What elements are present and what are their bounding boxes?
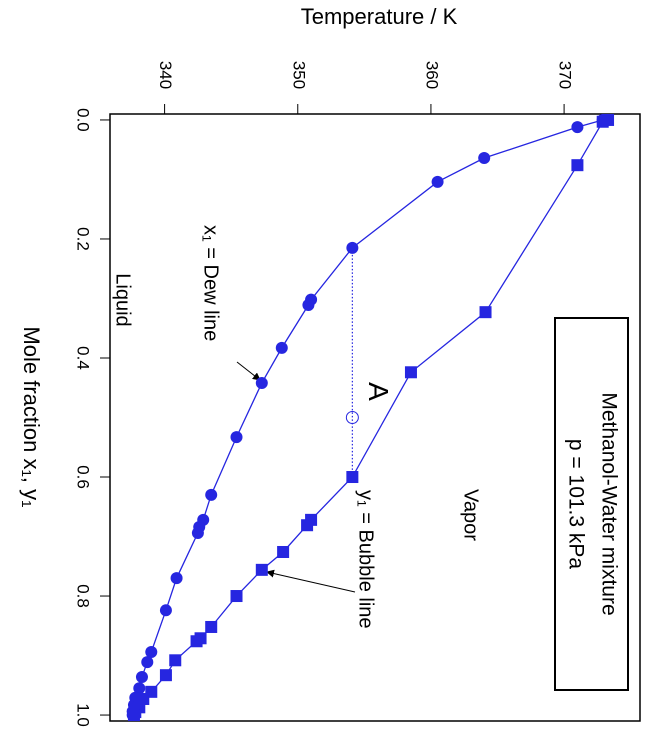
info-line: Methanol-Water mixture [597, 392, 620, 615]
point [571, 159, 584, 172]
info-line: p = 101.3 kPa [564, 439, 587, 570]
x-tick-label: 0.0 [74, 108, 93, 132]
point [170, 572, 183, 585]
x-tick-label: 0.6 [74, 465, 93, 489]
arrow [236, 361, 261, 381]
point [141, 656, 154, 669]
point [159, 604, 172, 617]
point [255, 376, 268, 389]
point [169, 654, 182, 667]
point [190, 635, 203, 648]
arrow [266, 569, 356, 593]
point [230, 590, 243, 603]
point [205, 620, 218, 633]
point [479, 306, 492, 319]
point [431, 175, 444, 188]
x-axis-title: Mole fraction x₁, y₁ [19, 326, 44, 507]
point [127, 709, 140, 722]
point-a-label: A [363, 382, 394, 401]
point [596, 115, 609, 128]
series-label: y₁ = Bubble line [355, 490, 377, 629]
point [277, 545, 290, 558]
y-tick-label: 350 [289, 61, 308, 89]
point [145, 645, 158, 658]
point [478, 152, 491, 165]
plot-frame [109, 113, 641, 722]
point-a [345, 411, 359, 424]
x-tick-label: 0.8 [74, 584, 93, 608]
point [230, 431, 243, 444]
point [571, 121, 584, 134]
info-box [554, 317, 629, 691]
point [205, 488, 218, 501]
point [133, 682, 146, 695]
point [346, 471, 359, 484]
point [135, 670, 148, 683]
y-tick-label: 370 [556, 61, 575, 89]
point [191, 526, 204, 539]
x-tick-label: 1.0 [74, 703, 93, 727]
point [346, 241, 359, 254]
point [255, 563, 268, 576]
y-tick-label: 360 [422, 61, 441, 89]
series-label: x₁ = Dew line [200, 225, 222, 341]
x-tick-label: 0.2 [74, 227, 93, 251]
point [404, 366, 417, 379]
point [302, 299, 315, 312]
y-tick-label: 340 [156, 61, 175, 89]
point [275, 341, 288, 354]
point [159, 669, 172, 682]
liquid-label: Liquid [112, 273, 134, 326]
vapor-label: Vapor [460, 489, 482, 541]
rotated-plot: Temperature / K Mole fraction x₁, y₁ Liq… [19, 4, 641, 727]
x-tick-label: 0.4 [74, 346, 93, 370]
y-axis-title: Temperature / K [301, 4, 458, 29]
point [301, 519, 314, 532]
